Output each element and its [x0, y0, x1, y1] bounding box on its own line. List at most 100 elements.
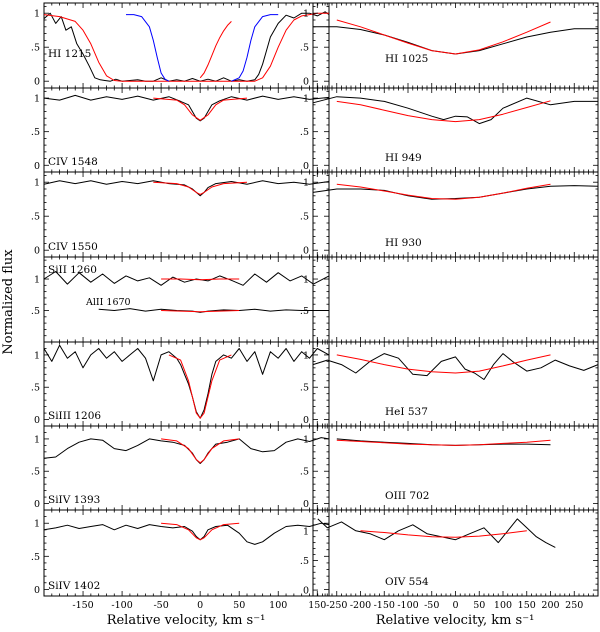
y-tick-label: .5 — [31, 43, 40, 54]
panel-title: HI 949 — [385, 152, 422, 164]
y-tick-label: 1 — [34, 94, 40, 105]
x-tick-label: -100 — [111, 600, 132, 611]
panel-title: CIV 1550 — [48, 241, 98, 253]
panel-title: OIV 554 — [385, 576, 429, 588]
series-model — [336, 19, 551, 55]
x-tick-label: 200 — [541, 600, 559, 611]
x-tick-label: 150 — [518, 600, 536, 611]
y-tick-label: 0 — [303, 499, 309, 510]
x-tick-label: -100 — [397, 600, 418, 611]
y-tick-label: 1 — [34, 178, 40, 189]
series-observed — [312, 96, 598, 125]
series-observed — [43, 437, 330, 464]
y-tick-label: 1 — [303, 526, 309, 537]
panel-frame — [312, 87, 599, 173]
y-tick-label: 0 — [34, 585, 40, 596]
y-tick-label: 1 — [303, 275, 309, 286]
panel-left-0: 0 .5 1 HI 1215 — [31, 2, 330, 89]
series-model — [161, 438, 240, 464]
y-tick-label: 0 — [303, 415, 309, 426]
y-tick-label: .5 — [31, 383, 40, 394]
y-tick-label: 0 — [34, 246, 40, 257]
x-tick-label: -150 — [374, 600, 395, 611]
y-tick-label: .5 — [300, 127, 309, 138]
panel-frame — [312, 256, 599, 343]
panel-frame — [312, 171, 599, 258]
y-tick-label: 0 — [303, 161, 309, 172]
panel-title: HI 1025 — [385, 53, 428, 65]
panel-title: HI 1215 — [48, 48, 91, 60]
y-tick-label: 0 — [34, 415, 40, 426]
y-tick-label: 0 — [303, 586, 309, 597]
y-tick-label: .5 — [300, 383, 309, 394]
panel-title: SiIII 1206 — [48, 410, 101, 422]
y-tick-label: .5 — [300, 43, 309, 54]
series-model — [153, 97, 248, 121]
y-tick-label: .5 — [31, 306, 40, 317]
y-tick-label: 1 — [303, 434, 309, 445]
series-model — [168, 354, 232, 419]
y-tick-label: 1 — [34, 275, 40, 286]
panel-frame — [312, 2, 599, 89]
series-observed — [317, 518, 556, 548]
y-tick-label: 1 — [34, 350, 40, 361]
series-component-left — [126, 14, 170, 82]
panel-annotation: AlII 1670 — [85, 297, 131, 308]
panel-left-6: -150 -100 -50 0 50 100 150 0 .5 1 SiIV 1402 — [31, 509, 330, 611]
y-tick-label: 1 — [34, 9, 40, 20]
x-tick-label: 100 — [269, 600, 287, 611]
panel-left-1: 0 .5 1 CIV 1548 — [31, 87, 330, 173]
panel-frame — [312, 509, 599, 597]
panel-frame — [312, 425, 599, 511]
series-model — [43, 12, 329, 82]
x-tick-label: 50 — [233, 600, 245, 611]
panel-title: SiIV 1402 — [48, 580, 100, 592]
panel-right-4: 0 .5 1 HeI 537 — [300, 341, 599, 427]
y-tick-label: .5 — [31, 212, 40, 223]
y-tick-label: 0 — [34, 499, 40, 510]
x-tick-label: 0 — [197, 600, 203, 611]
series-component-middle — [199, 21, 232, 79]
y-tick-label: .5 — [31, 127, 40, 138]
panel-left-3: .5 1 SiII 1260 AlII 1670 — [31, 256, 330, 343]
panel-right-0: 0 .5 1 HI 1025 — [300, 2, 599, 89]
y-tick-label: 1 — [34, 434, 40, 445]
series-siii-observed — [43, 271, 330, 286]
y-tick-label: 0 — [303, 246, 309, 257]
x-tick-label: 150 — [308, 600, 326, 611]
panel-left-5: 0 .5 1 SiIV 1393 — [31, 425, 330, 511]
series-observed — [43, 344, 330, 419]
series-observed — [312, 185, 599, 200]
y-tick-label: .5 — [31, 467, 40, 478]
x-tick-label: -200 — [350, 600, 371, 611]
x-tick-label: 50 — [473, 600, 485, 611]
series-observed — [43, 180, 330, 197]
series-model — [336, 439, 551, 446]
panel-right-6: -250 -200 -150 -100 -50 0 50 100 150 200 250 0 .5 1 OI… — [300, 509, 599, 611]
series-model — [360, 530, 527, 538]
figure-y-axis-label: Normalized flux — [1, 249, 16, 355]
series-component-right — [231, 14, 279, 82]
series-alii-model — [161, 310, 240, 313]
panel-title: HeI 537 — [385, 406, 428, 418]
series-observed — [312, 353, 599, 380]
y-tick-label: 1 — [303, 350, 309, 361]
x-tick-label: -50 — [424, 600, 439, 611]
series-model — [336, 183, 551, 200]
y-tick-label: .5 — [300, 467, 309, 478]
y-tick-label: .5 — [300, 306, 309, 317]
series-model — [336, 100, 551, 123]
left-x-axis-label: Relative velocity, km s⁻¹ — [107, 613, 266, 628]
panel-title: HI 930 — [385, 237, 422, 249]
series-observed — [43, 11, 330, 82]
panel-frame — [312, 341, 599, 427]
panels-group: 0 .5 1 HI 1215 0 .5 1 CIV 1548 0 .5 1 CIV 1550 .5 1 Si… — [31, 2, 599, 611]
y-tick-label: 0 — [303, 77, 309, 88]
y-tick-label: .5 — [300, 212, 309, 223]
x-tick-label: 100 — [494, 600, 512, 611]
x-tick-label: -150 — [72, 600, 93, 611]
y-tick-label: 0 — [34, 77, 40, 88]
y-tick-label: .5 — [31, 552, 40, 563]
x-tick-label: -50 — [153, 600, 168, 611]
series-alii-observed — [98, 308, 329, 313]
